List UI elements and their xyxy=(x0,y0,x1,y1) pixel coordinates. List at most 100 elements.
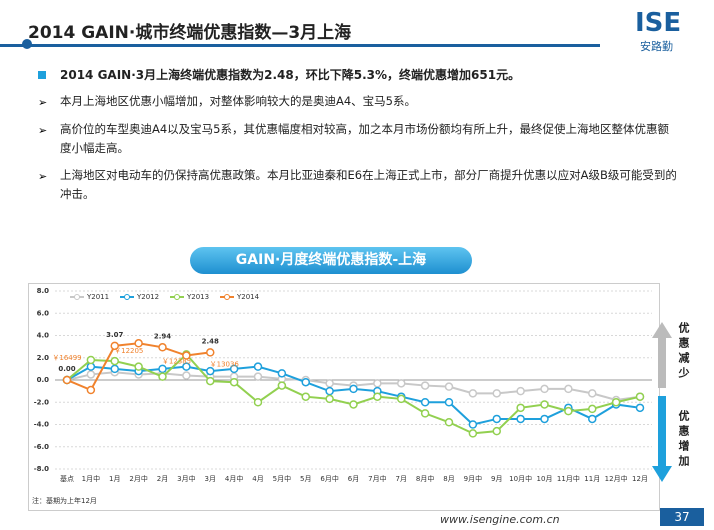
point xyxy=(110,364,119,374)
point xyxy=(540,384,549,394)
point xyxy=(635,392,645,401)
x-tick-label: 9月中 xyxy=(464,474,482,483)
x-tick-label: 4月中 xyxy=(225,474,243,483)
x-tick-label: 6月中 xyxy=(320,474,338,483)
point xyxy=(325,394,334,404)
value-label: 0.00 xyxy=(58,365,75,373)
logo: ISE xyxy=(635,8,682,38)
point xyxy=(492,426,501,436)
side-down: 优惠增加 xyxy=(677,410,690,470)
x-tick-label: 2月 xyxy=(157,475,168,483)
point xyxy=(134,339,143,348)
point xyxy=(588,404,597,414)
point xyxy=(229,364,239,374)
point xyxy=(277,381,287,390)
point xyxy=(206,348,215,357)
point xyxy=(349,384,358,394)
point xyxy=(158,364,167,374)
point xyxy=(540,414,549,424)
bullet-square xyxy=(38,71,46,79)
point xyxy=(206,366,215,376)
bullet: 上海地区对电动车的仍保持高优惠政策。本月比亚迪秦和E6在上海正式上市，部分厂商提… xyxy=(60,168,677,201)
y-tick-label: 6.0 xyxy=(37,309,50,317)
x-tick-label: 3月 xyxy=(205,475,216,483)
point xyxy=(325,386,334,396)
legend-label: Y2014 xyxy=(236,293,260,301)
point xyxy=(540,400,549,409)
title-bar xyxy=(0,44,600,47)
legend-label: Y2011 xyxy=(86,293,109,301)
x-tick-label: 8月 xyxy=(443,475,454,483)
value-label: 3.07 xyxy=(106,331,123,339)
point xyxy=(516,414,525,424)
x-tick-label: 5月 xyxy=(300,475,311,483)
point xyxy=(420,409,430,418)
logo-sub: 安路勤 xyxy=(640,40,673,53)
point xyxy=(397,379,406,388)
point xyxy=(206,376,215,386)
arrow: ➢ xyxy=(38,96,48,109)
point xyxy=(253,398,263,407)
x-tick-label: 3月中 xyxy=(177,474,195,483)
y-tick-label: 0.0 xyxy=(37,376,50,384)
point xyxy=(158,372,167,381)
y-tick-label: 2.0 xyxy=(37,354,50,362)
y-tick-label: 4.0 xyxy=(37,332,50,340)
point xyxy=(492,389,501,398)
point xyxy=(229,377,239,387)
point xyxy=(492,414,501,424)
legend-marker xyxy=(74,294,80,300)
point xyxy=(397,394,406,404)
point xyxy=(611,398,621,407)
point xyxy=(373,379,382,388)
point xyxy=(444,382,454,391)
arrow: ➢ xyxy=(38,170,48,183)
series-line xyxy=(66,365,641,426)
x-tick-label: 9月 xyxy=(491,475,502,483)
value-label: 2.48 xyxy=(202,337,219,345)
x-tick-label: 基点 xyxy=(60,474,74,483)
side-up: 优惠减少 xyxy=(677,322,690,382)
note: 注：基期为上年12月 xyxy=(32,497,97,505)
point xyxy=(635,403,645,413)
price-label: ￥13036 xyxy=(210,360,240,368)
point xyxy=(516,386,525,396)
point xyxy=(110,356,119,366)
page-number: 37 xyxy=(660,508,704,526)
y-tick-label: -2.0 xyxy=(34,398,49,406)
point xyxy=(444,418,454,427)
x-tick-label: 6月 xyxy=(348,475,359,483)
point xyxy=(110,341,119,351)
point xyxy=(468,420,478,429)
point xyxy=(468,429,478,438)
chart-title: GAIN·月度终端优惠指数-上海 xyxy=(190,247,472,274)
x-tick-label: 1月 xyxy=(109,475,120,483)
point xyxy=(564,384,573,394)
up-arrow xyxy=(652,322,672,388)
point xyxy=(86,355,96,365)
point xyxy=(158,343,167,352)
point xyxy=(62,375,72,385)
point xyxy=(420,381,430,390)
lead: 2014 GAIN·3月上海终端优惠指数为2.48，环比下降5.3%，终端优惠增… xyxy=(60,68,521,82)
point xyxy=(468,389,478,398)
point xyxy=(564,406,573,416)
point xyxy=(325,379,334,388)
bullet: 高价位的车型奥迪A4以及宝马5系，其优惠幅度相对较高，加之本月市场份额均有所上升… xyxy=(60,122,669,155)
legend-label: Y2012 xyxy=(136,293,159,301)
point xyxy=(86,370,96,379)
series-line xyxy=(66,352,641,435)
x-tick-label: 8月中 xyxy=(416,474,434,483)
point xyxy=(444,398,454,407)
price-label: ￥12205 xyxy=(114,347,143,355)
x-tick-label: 12月中 xyxy=(605,474,628,483)
price-label: ￥16499 xyxy=(52,354,81,362)
y-tick-label: 8.0 xyxy=(37,287,50,295)
x-tick-label: 10月 xyxy=(537,475,553,483)
y-tick-label: -6.0 xyxy=(34,443,49,451)
point xyxy=(277,369,287,378)
x-tick-label: 2月中 xyxy=(129,474,147,483)
value-label: 2.94 xyxy=(154,332,171,340)
